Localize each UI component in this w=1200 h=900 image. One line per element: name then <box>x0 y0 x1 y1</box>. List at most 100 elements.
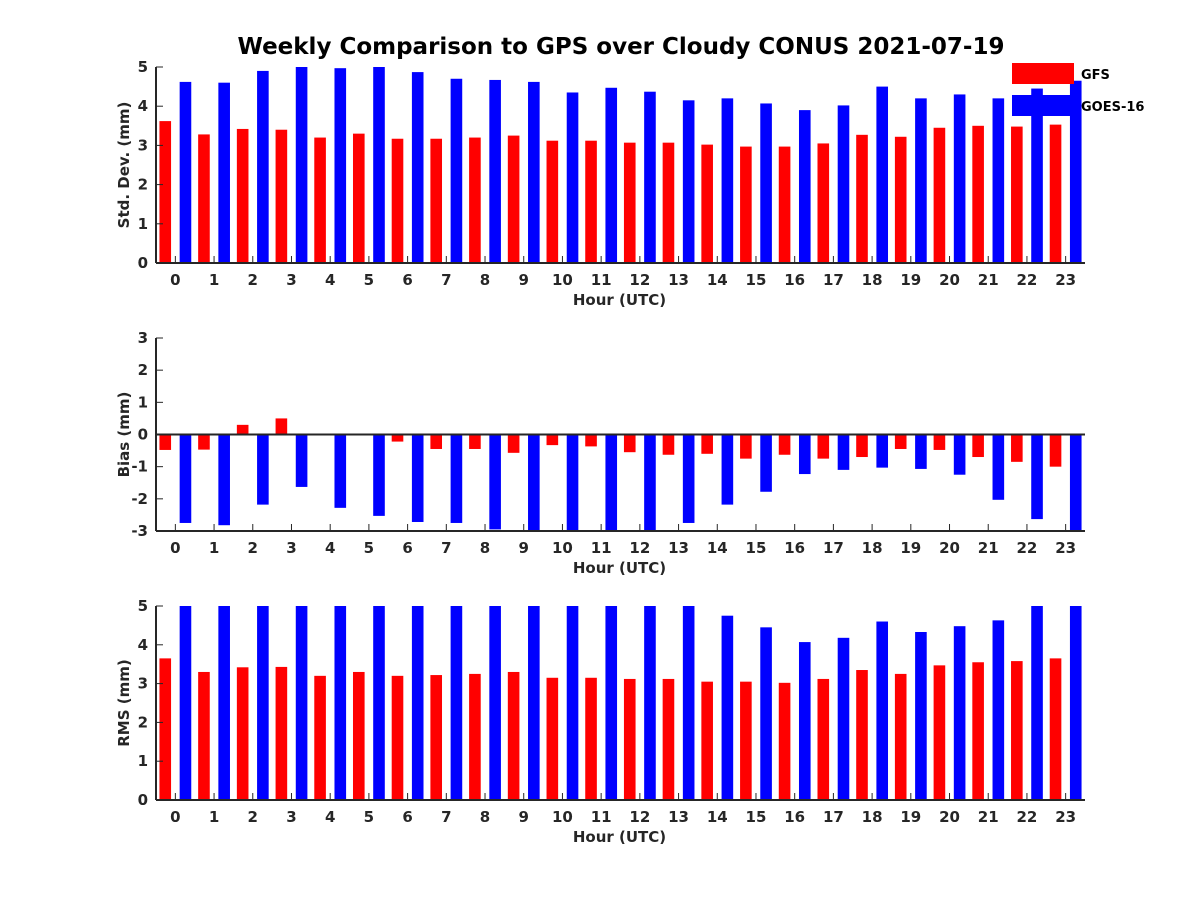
x-tick-label-std-dev-17: 17 <box>823 271 844 289</box>
panel-std-dev: 0 1 2 3 4 5 6 7 8 9 10 11 12 13 14 15 16 17 18 19 20 21 22 2301… <box>115 58 1085 309</box>
x-tick-label-bias-18: 18 <box>862 539 883 557</box>
bar-rms-gfs-4 <box>314 675 326 800</box>
x-tick-label-std-dev-22: 22 <box>1017 271 1038 289</box>
bar-std-dev-goes-16-7 <box>450 78 463 263</box>
bar-rms-gfs-8 <box>469 673 481 800</box>
bar-bias-gfs-13 <box>662 434 675 455</box>
x-tick-label-bias-22: 22 <box>1017 539 1038 557</box>
bar-bias-goes-16-11 <box>605 434 618 531</box>
x-tick-label-std-dev-21: 21 <box>978 271 999 289</box>
y-axis-label-std-dev: Std. Dev. (mm) <box>115 102 133 229</box>
bar-rms-gfs-5 <box>352 671 365 800</box>
x-tick-label-rms-6: 6 <box>402 808 412 826</box>
bar-std-dev-gfs-1 <box>198 134 210 263</box>
bar-std-dev-gfs-0 <box>159 121 172 263</box>
x-tick-label-bias-20: 20 <box>939 539 960 557</box>
bar-bias-goes-16-5 <box>373 434 385 516</box>
bar-std-dev-gfs-18 <box>856 134 868 263</box>
y-tick-label-bias--1: -1 <box>131 458 148 476</box>
bar-std-dev-goes-16-8 <box>489 79 501 263</box>
bar-std-dev-gfs-12 <box>623 142 636 263</box>
bar-rms-gfs-23 <box>1049 658 1062 800</box>
panels-group: 0 1 2 3 4 5 6 7 8 9 10 11 12 13 14 15 16 17 18 19 20 21 22 2301… <box>115 58 1085 846</box>
y-tick-label-std-dev-2: 2 <box>138 176 148 194</box>
bar-std-dev-gfs-15 <box>740 146 752 263</box>
bar-bias-goes-16-6 <box>411 434 424 522</box>
x-tick-label-rms-4: 4 <box>325 808 335 826</box>
x-tick-label-rms-12: 12 <box>629 808 650 826</box>
bar-bias-goes-16-23 <box>1069 434 1082 531</box>
x-tick-label-std-dev-11: 11 <box>591 271 612 289</box>
bar-rms-gfs-20 <box>933 665 946 800</box>
bar-std-dev-gfs-10 <box>546 140 559 263</box>
y-tick-label-std-dev-3: 3 <box>138 136 148 154</box>
panel-bias: 0 1 2 3 4 5 6 7 8 9 10 11 12 13 14 15 16 17 18 19 20 21 22 23-3… <box>115 329 1085 577</box>
y-tick-label-rms-1: 1 <box>138 752 148 770</box>
bar-rms-goes-16-7 <box>450 606 463 800</box>
bar-rms-goes-16-16 <box>798 642 811 800</box>
x-tick-label-std-dev-14: 14 <box>707 271 728 289</box>
x-tick-label-rms-8: 8 <box>480 808 490 826</box>
bar-rms-gfs-1 <box>198 671 210 800</box>
bar-bias-gfs-14 <box>701 434 713 454</box>
bar-rms-goes-16-10 <box>566 606 579 800</box>
bar-bias-goes-16-9 <box>528 434 540 531</box>
bar-bias-goes-16-2 <box>257 434 269 505</box>
bar-std-dev-goes-16-12 <box>644 91 656 263</box>
x-tick-label-std-dev-23: 23 <box>1055 271 1076 289</box>
bar-rms-goes-16-6 <box>411 606 424 800</box>
x-tick-label-bias-23: 23 <box>1055 539 1076 557</box>
bar-std-dev-gfs-21 <box>972 125 984 263</box>
bar-std-dev-gfs-17 <box>817 143 830 263</box>
bar-rms-goes-16-15 <box>760 627 772 800</box>
bar-std-dev-gfs-2 <box>236 128 249 263</box>
bar-bias-gfs-12 <box>623 434 636 453</box>
bar-std-dev-goes-16-4 <box>334 68 347 264</box>
y-tick-label-bias-0: 0 <box>138 426 148 444</box>
x-tick-label-rms-14: 14 <box>707 808 728 826</box>
bar-bias-gfs-19 <box>894 434 907 449</box>
x-tick-label-bias-3: 3 <box>286 539 296 557</box>
x-tick-label-bias-0: 0 <box>170 539 180 557</box>
x-tick-label-rms-11: 11 <box>591 808 612 826</box>
x-tick-label-bias-2: 2 <box>248 539 258 557</box>
bar-rms-goes-16-8 <box>489 606 501 800</box>
bar-bias-gfs-20 <box>933 434 946 450</box>
bar-std-dev-goes-16-20 <box>953 94 966 263</box>
bar-rms-goes-16-3 <box>295 606 308 800</box>
y-tick-label-rms-0: 0 <box>138 791 148 809</box>
x-tick-label-std-dev-1: 1 <box>209 271 219 289</box>
x-tick-label-rms-16: 16 <box>784 808 805 826</box>
bar-bias-gfs-8 <box>469 434 481 449</box>
x-tick-label-std-dev-18: 18 <box>862 271 883 289</box>
x-tick-label-bias-1: 1 <box>209 539 219 557</box>
bar-bias-gfs-17 <box>817 434 830 459</box>
x-tick-label-bias-10: 10 <box>552 539 573 557</box>
bar-rms-gfs-18 <box>856 670 868 800</box>
x-tick-label-bias-9: 9 <box>519 539 529 557</box>
y-tick-label-rms-4: 4 <box>138 636 148 654</box>
bar-std-dev-goes-16-9 <box>528 81 540 264</box>
y-tick-label-std-dev-4: 4 <box>138 97 148 115</box>
x-tick-label-bias-4: 4 <box>325 539 335 557</box>
bar-bias-goes-16-20 <box>953 434 966 475</box>
y-tick-label-rms-5: 5 <box>138 597 148 615</box>
x-tick-label-bias-21: 21 <box>978 539 999 557</box>
y-tick-label-std-dev-1: 1 <box>138 215 148 233</box>
x-tick-label-rms-23: 23 <box>1055 808 1076 826</box>
x-tick-label-std-dev-7: 7 <box>441 271 451 289</box>
bar-bias-gfs-22 <box>1011 434 1023 462</box>
bar-bias-goes-16-10 <box>566 434 579 531</box>
bar-std-dev-gfs-7 <box>430 138 443 263</box>
bar-bias-gfs-3 <box>275 418 288 435</box>
y-tick-label-bias-3: 3 <box>138 329 148 347</box>
bar-std-dev-gfs-20 <box>933 127 946 263</box>
bar-rms-gfs-15 <box>740 681 752 800</box>
bar-rms-goes-16-1 <box>218 606 230 800</box>
bar-std-dev-gfs-22 <box>1011 126 1023 263</box>
x-tick-label-rms-22: 22 <box>1017 808 1038 826</box>
bar-std-dev-goes-16-22 <box>1031 88 1043 263</box>
bar-std-dev-goes-16-19 <box>915 98 927 263</box>
bar-std-dev-gfs-19 <box>894 136 907 263</box>
y-tick-label-bias-2: 2 <box>138 361 148 379</box>
